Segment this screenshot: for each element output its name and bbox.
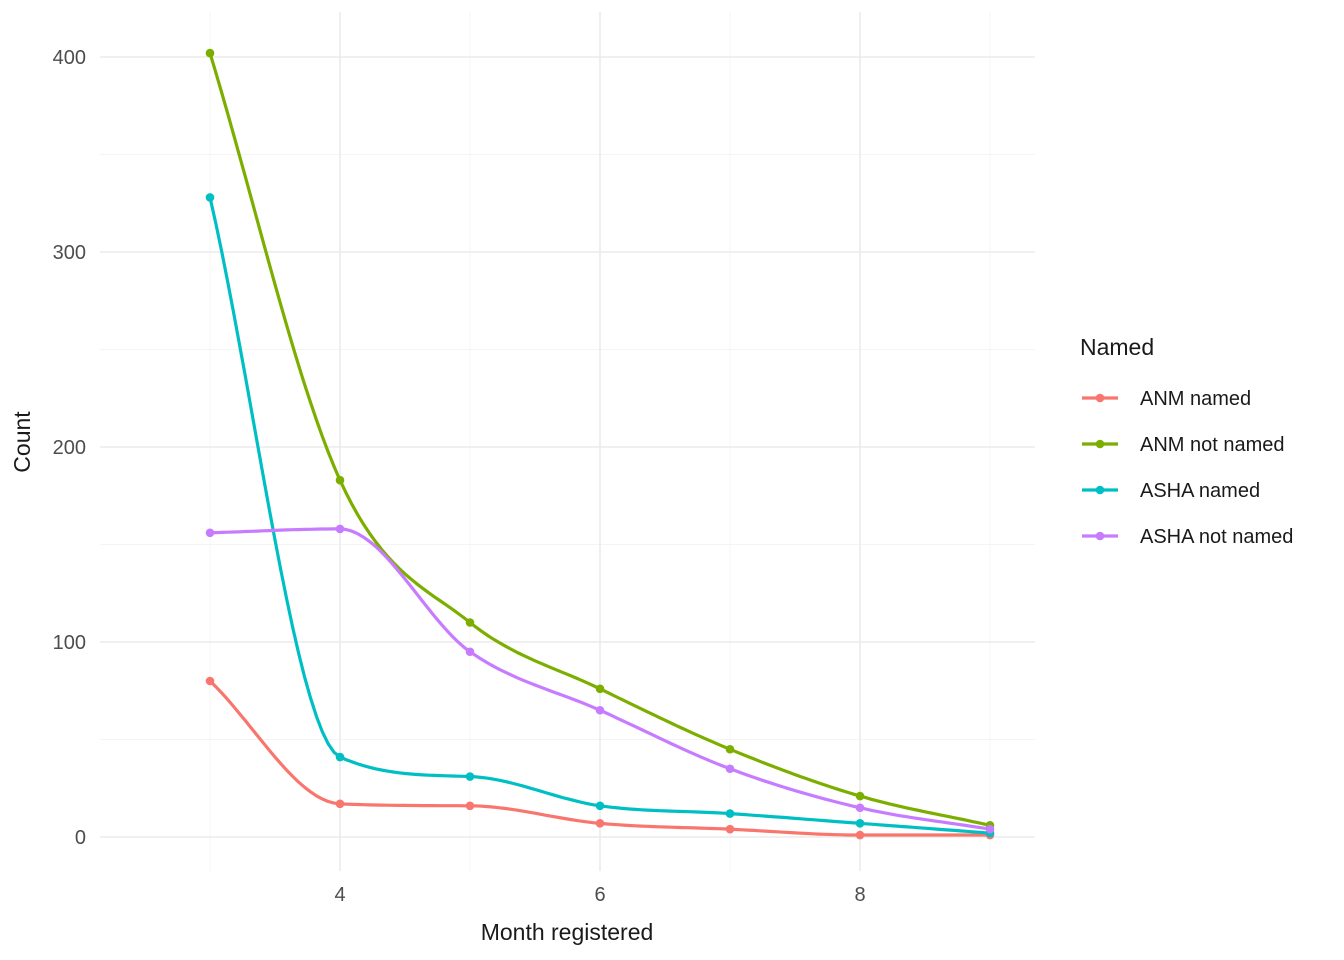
data-points	[205, 48, 995, 840]
legend: ANM named ANM not named ASHA named ASHA not…	[1082, 388, 1293, 548]
legend-item-asha-not-named: ASHA not named	[1082, 526, 1293, 548]
y-tick-label: 100	[53, 632, 86, 654]
legend-item-label: ASHA named	[1140, 480, 1260, 502]
legend-item-anm-not-named: ANM not named	[1082, 434, 1285, 456]
legend-key-point-icon	[1095, 531, 1105, 541]
legend-item-label: ANM not named	[1140, 434, 1285, 456]
legend-key-point-icon	[1095, 393, 1105, 403]
data-point-asha-named	[205, 193, 215, 202]
y-axis-title: Count	[9, 411, 35, 473]
data-point-asha-not-named	[465, 647, 475, 657]
data-point-anm-named	[595, 819, 605, 828]
data-point-anm-named	[335, 799, 345, 809]
legend-key-point-icon	[1095, 439, 1105, 449]
data-point-asha-named	[725, 809, 735, 818]
data-point-asha-not-named	[725, 764, 735, 774]
data-point-asha-not-named	[595, 705, 605, 715]
data-point-anm-not-named	[205, 48, 215, 58]
data-point-asha-named	[855, 819, 865, 828]
x-tick-label: 4	[334, 884, 345, 906]
data-point-asha-not-named	[985, 824, 995, 834]
data-point-asha-named	[335, 752, 345, 762]
data-point-anm-named	[465, 801, 475, 811]
data-point-asha-not-named	[335, 524, 345, 534]
data-point-anm-named	[725, 824, 735, 834]
y-tick-label: 300	[53, 242, 86, 264]
data-point-anm-named	[855, 830, 865, 840]
y-tick-labels: 0 100 200 300 400	[53, 47, 86, 849]
data-point-anm-not-named	[595, 684, 605, 694]
data-point-asha-named	[465, 772, 475, 781]
y-tick-label: 400	[53, 47, 86, 69]
data-point-anm-named	[205, 676, 215, 686]
data-point-asha-not-named	[855, 803, 865, 813]
legend-item-label: ANM named	[1140, 388, 1251, 410]
data-point-anm-not-named	[465, 618, 475, 627]
legend-item-asha-named: ASHA named	[1082, 480, 1260, 502]
data-point-asha-not-named	[205, 528, 215, 538]
y-tick-label: 200	[53, 437, 86, 459]
data-point-anm-not-named	[725, 744, 735, 754]
legend-title: Named	[1080, 334, 1154, 360]
x-axis-title: Month registered	[481, 919, 654, 945]
gridlines	[100, 12, 1035, 871]
data-point-asha-named	[595, 801, 605, 811]
x-tick-label: 8	[854, 884, 865, 906]
legend-item-anm-named: ANM named	[1082, 388, 1251, 410]
legend-key-point-icon	[1095, 485, 1105, 495]
x-tick-labels: 4 6 8	[334, 884, 865, 906]
data-point-anm-not-named	[855, 791, 865, 801]
data-point-anm-not-named	[335, 475, 345, 485]
legend-item-label: ASHA not named	[1140, 526, 1293, 548]
x-tick-label: 6	[594, 884, 605, 906]
y-tick-label: 0	[75, 827, 86, 849]
